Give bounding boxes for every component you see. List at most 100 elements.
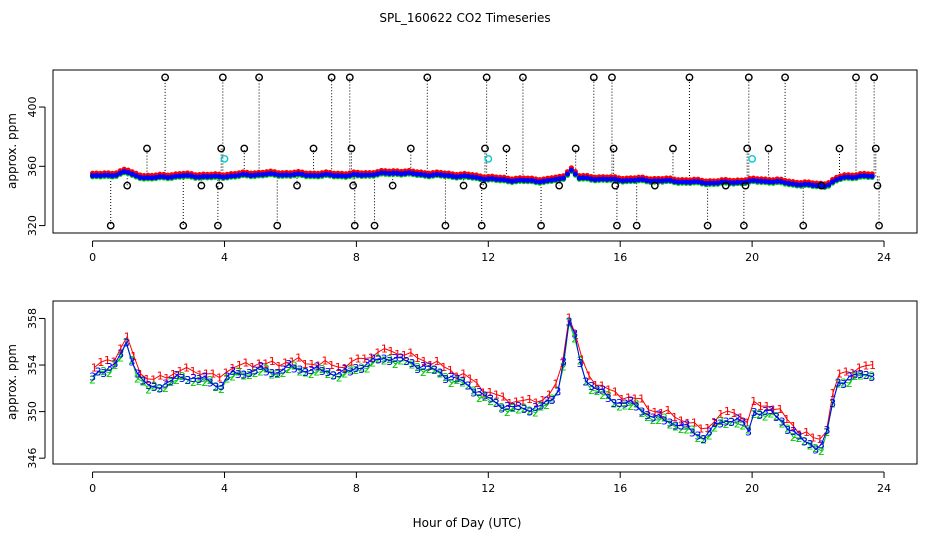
top-panel: approx. ppm 0 4 8 12 16 20 24 320 360 400 (5, 69, 918, 264)
series-1-mark: 1 (856, 362, 863, 375)
mean-point (438, 172, 444, 178)
outlier-marker (479, 181, 488, 190)
mean-point (224, 174, 230, 180)
top-x-tick-label: 12 (481, 251, 495, 264)
bottom-x-tick-label: 12 (481, 482, 495, 495)
mean-point (782, 180, 788, 186)
series-3-mark: 3 (437, 366, 444, 379)
series-1-mark: 1 (216, 372, 223, 385)
series-3-mark: 3 (111, 357, 118, 370)
outlier-marker (441, 221, 450, 230)
series-2-mark: 2 (134, 373, 141, 386)
series-2-mark: 2 (734, 418, 741, 431)
series-3-mark: 3 (347, 365, 354, 378)
series-2-mark: 2 (459, 377, 466, 390)
x-axis-label: Hour of Day (UTC) (413, 516, 522, 530)
series-1-line (93, 317, 873, 440)
series-3-mark: 3 (795, 429, 802, 442)
series-2-mark: 2 (196, 375, 203, 388)
mean-point (204, 174, 210, 180)
series-1-mark: 1 (506, 397, 513, 410)
series-2-mark: 2 (296, 365, 303, 378)
mean-point (457, 173, 464, 179)
series-3-mark: 3 (829, 397, 836, 410)
series-3-mark: 3 (661, 415, 668, 428)
series-3-mark: 3 (498, 403, 505, 416)
mean-point (541, 178, 547, 184)
mean-point (655, 178, 662, 184)
series-2-mark: 2 (661, 412, 668, 425)
mean-point (370, 172, 377, 178)
mean-point (632, 177, 638, 183)
mean-point (426, 173, 432, 179)
mean-point (260, 172, 266, 178)
mean-point (93, 172, 100, 179)
outlier-marker (743, 144, 752, 153)
series-3-mark: 3 (425, 361, 432, 374)
outlier-marker (817, 181, 826, 190)
mean-point (339, 173, 345, 179)
series-2-mark: 2 (375, 353, 382, 366)
series-2-mark: 2 (252, 367, 259, 380)
series-3-mark: 3 (695, 430, 702, 443)
series-3-mark: 3 (173, 369, 180, 382)
mean-point (323, 171, 329, 177)
series-1-mark: 1 (750, 395, 757, 408)
mean-point (208, 173, 214, 180)
mean-point (402, 170, 408, 176)
series-2-mark: 2 (795, 432, 802, 445)
mean-point (109, 173, 115, 179)
series-2-mark: 2 (588, 384, 595, 397)
series-2-mark: 2 (784, 422, 791, 435)
series-2-mark: 2 (117, 352, 124, 365)
series-1-mark: 1 (401, 349, 408, 362)
series-2-mark: 2 (145, 384, 152, 397)
series-3-mark: 3 (504, 400, 511, 413)
mean-point (501, 177, 507, 183)
outlier-marker (218, 73, 227, 82)
series-3-mark: 3 (229, 365, 236, 378)
series-2-mark: 2 (717, 415, 724, 428)
series-3-mark: 3 (381, 352, 388, 365)
series-2-mark: 2 (868, 369, 875, 382)
mean-point (628, 177, 634, 183)
series-3-mark: 3 (319, 365, 326, 378)
mean-point (806, 181, 812, 188)
mean-point (640, 176, 646, 183)
series-3-mark: 3 (667, 416, 674, 429)
series-3-mark: 3 (728, 416, 735, 429)
series-2-mark: 2 (610, 398, 617, 411)
mean-point (560, 175, 567, 181)
series-3-mark: 3 (868, 371, 875, 384)
series-3-mark: 3 (392, 352, 399, 365)
mean-point (521, 177, 527, 184)
series-1-mark: 1 (163, 372, 170, 385)
series-1-mark: 1 (229, 362, 236, 375)
mean-point (414, 171, 420, 177)
mean-point (592, 177, 598, 183)
outlier-marker (613, 221, 621, 230)
series-1-mark: 1 (810, 432, 817, 445)
series-3-mark: 3 (610, 397, 617, 410)
outlier-marker (799, 221, 808, 230)
series-1-mark: 1 (698, 423, 705, 436)
outlier-marker (293, 181, 301, 190)
series-3-mark: 3 (218, 380, 225, 393)
series-2-mark: 2 (386, 353, 393, 366)
series-2-mark: 2 (767, 408, 774, 421)
mean-point (497, 176, 503, 183)
mean-point (165, 174, 171, 181)
series-2-mark: 2 (392, 358, 399, 371)
series-1-mark: 1 (361, 352, 368, 365)
series-1-mark: 1 (526, 393, 533, 406)
outlier-marker (519, 73, 527, 82)
series-3-mark: 3 (700, 433, 707, 446)
series-2-mark: 2 (582, 376, 589, 389)
mean-point (232, 173, 238, 179)
mean-point (275, 172, 282, 178)
mean-point (576, 175, 582, 181)
series-2-mark: 2 (683, 423, 690, 436)
series-2-mark: 2 (358, 362, 365, 375)
series-3-mark: 3 (711, 417, 718, 430)
